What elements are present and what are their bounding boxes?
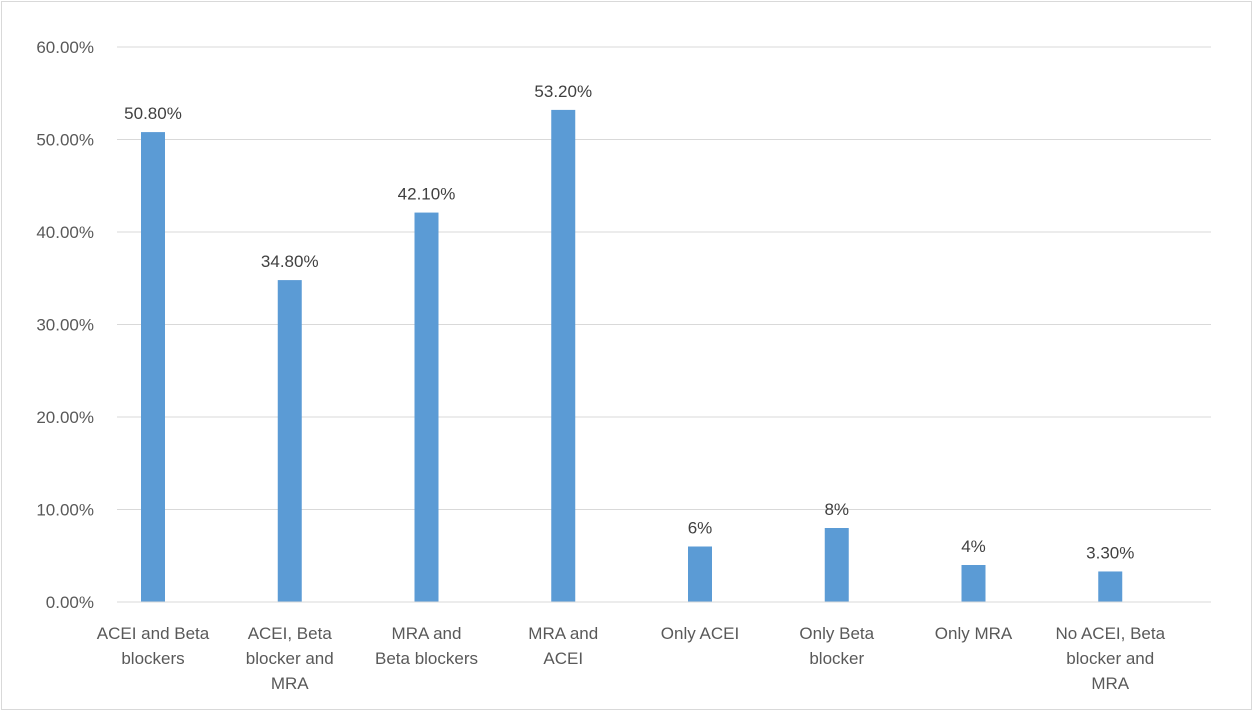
y-tick-label: 0.00%	[46, 593, 94, 612]
y-tick-label: 30.00%	[36, 316, 94, 335]
data-label: 34.80%	[261, 252, 319, 271]
bar	[688, 546, 712, 602]
x-axis-category-labels: ACEI and Beta blockers ACEI, Beta blocker a…	[97, 624, 1166, 693]
category-label: Only MRA	[935, 624, 1013, 643]
data-label: 8%	[824, 500, 849, 519]
category-label: Only ACEI	[661, 624, 739, 643]
data-label: 42.10%	[398, 185, 456, 204]
bars	[141, 109, 1123, 603]
bar	[277, 280, 302, 602]
data-label: 50.80%	[124, 104, 182, 123]
data-label: 53.20%	[534, 82, 592, 101]
bar	[824, 528, 849, 602]
data-label: 3.30%	[1086, 543, 1134, 562]
category-label: MRA and ACEI	[528, 624, 598, 668]
bar	[141, 132, 165, 602]
bar	[551, 109, 576, 603]
y-tick-label: 10.00%	[36, 501, 94, 520]
y-tick-label: 60.00%	[36, 38, 94, 57]
y-axis-tick-labels: 0.00% 10.00% 20.00% 30.00% 40.00% 50.00% 60.00…	[36, 38, 94, 612]
y-tick-label: 20.00%	[36, 408, 94, 427]
bar	[961, 565, 986, 602]
y-tick-label: 50.00%	[36, 131, 94, 150]
category-label: MRA and Beta blockers	[375, 624, 478, 668]
y-tick-label: 40.00%	[36, 223, 94, 242]
category-label: ACEI, Beta blocker and MRA	[246, 624, 334, 693]
data-label: 4%	[961, 537, 986, 556]
data-labels: 50.80% 34.80% 42.10% 53.20% 6% 8% 4% 3.30%	[124, 82, 1134, 563]
category-label: No ACEI, Beta blocker and MRA	[1055, 624, 1165, 693]
bar	[1098, 571, 1123, 602]
bar	[414, 212, 439, 602]
data-label: 6%	[688, 519, 713, 538]
category-label: ACEI and Beta blockers	[97, 624, 210, 668]
category-label: Only Beta blocker	[799, 624, 874, 668]
